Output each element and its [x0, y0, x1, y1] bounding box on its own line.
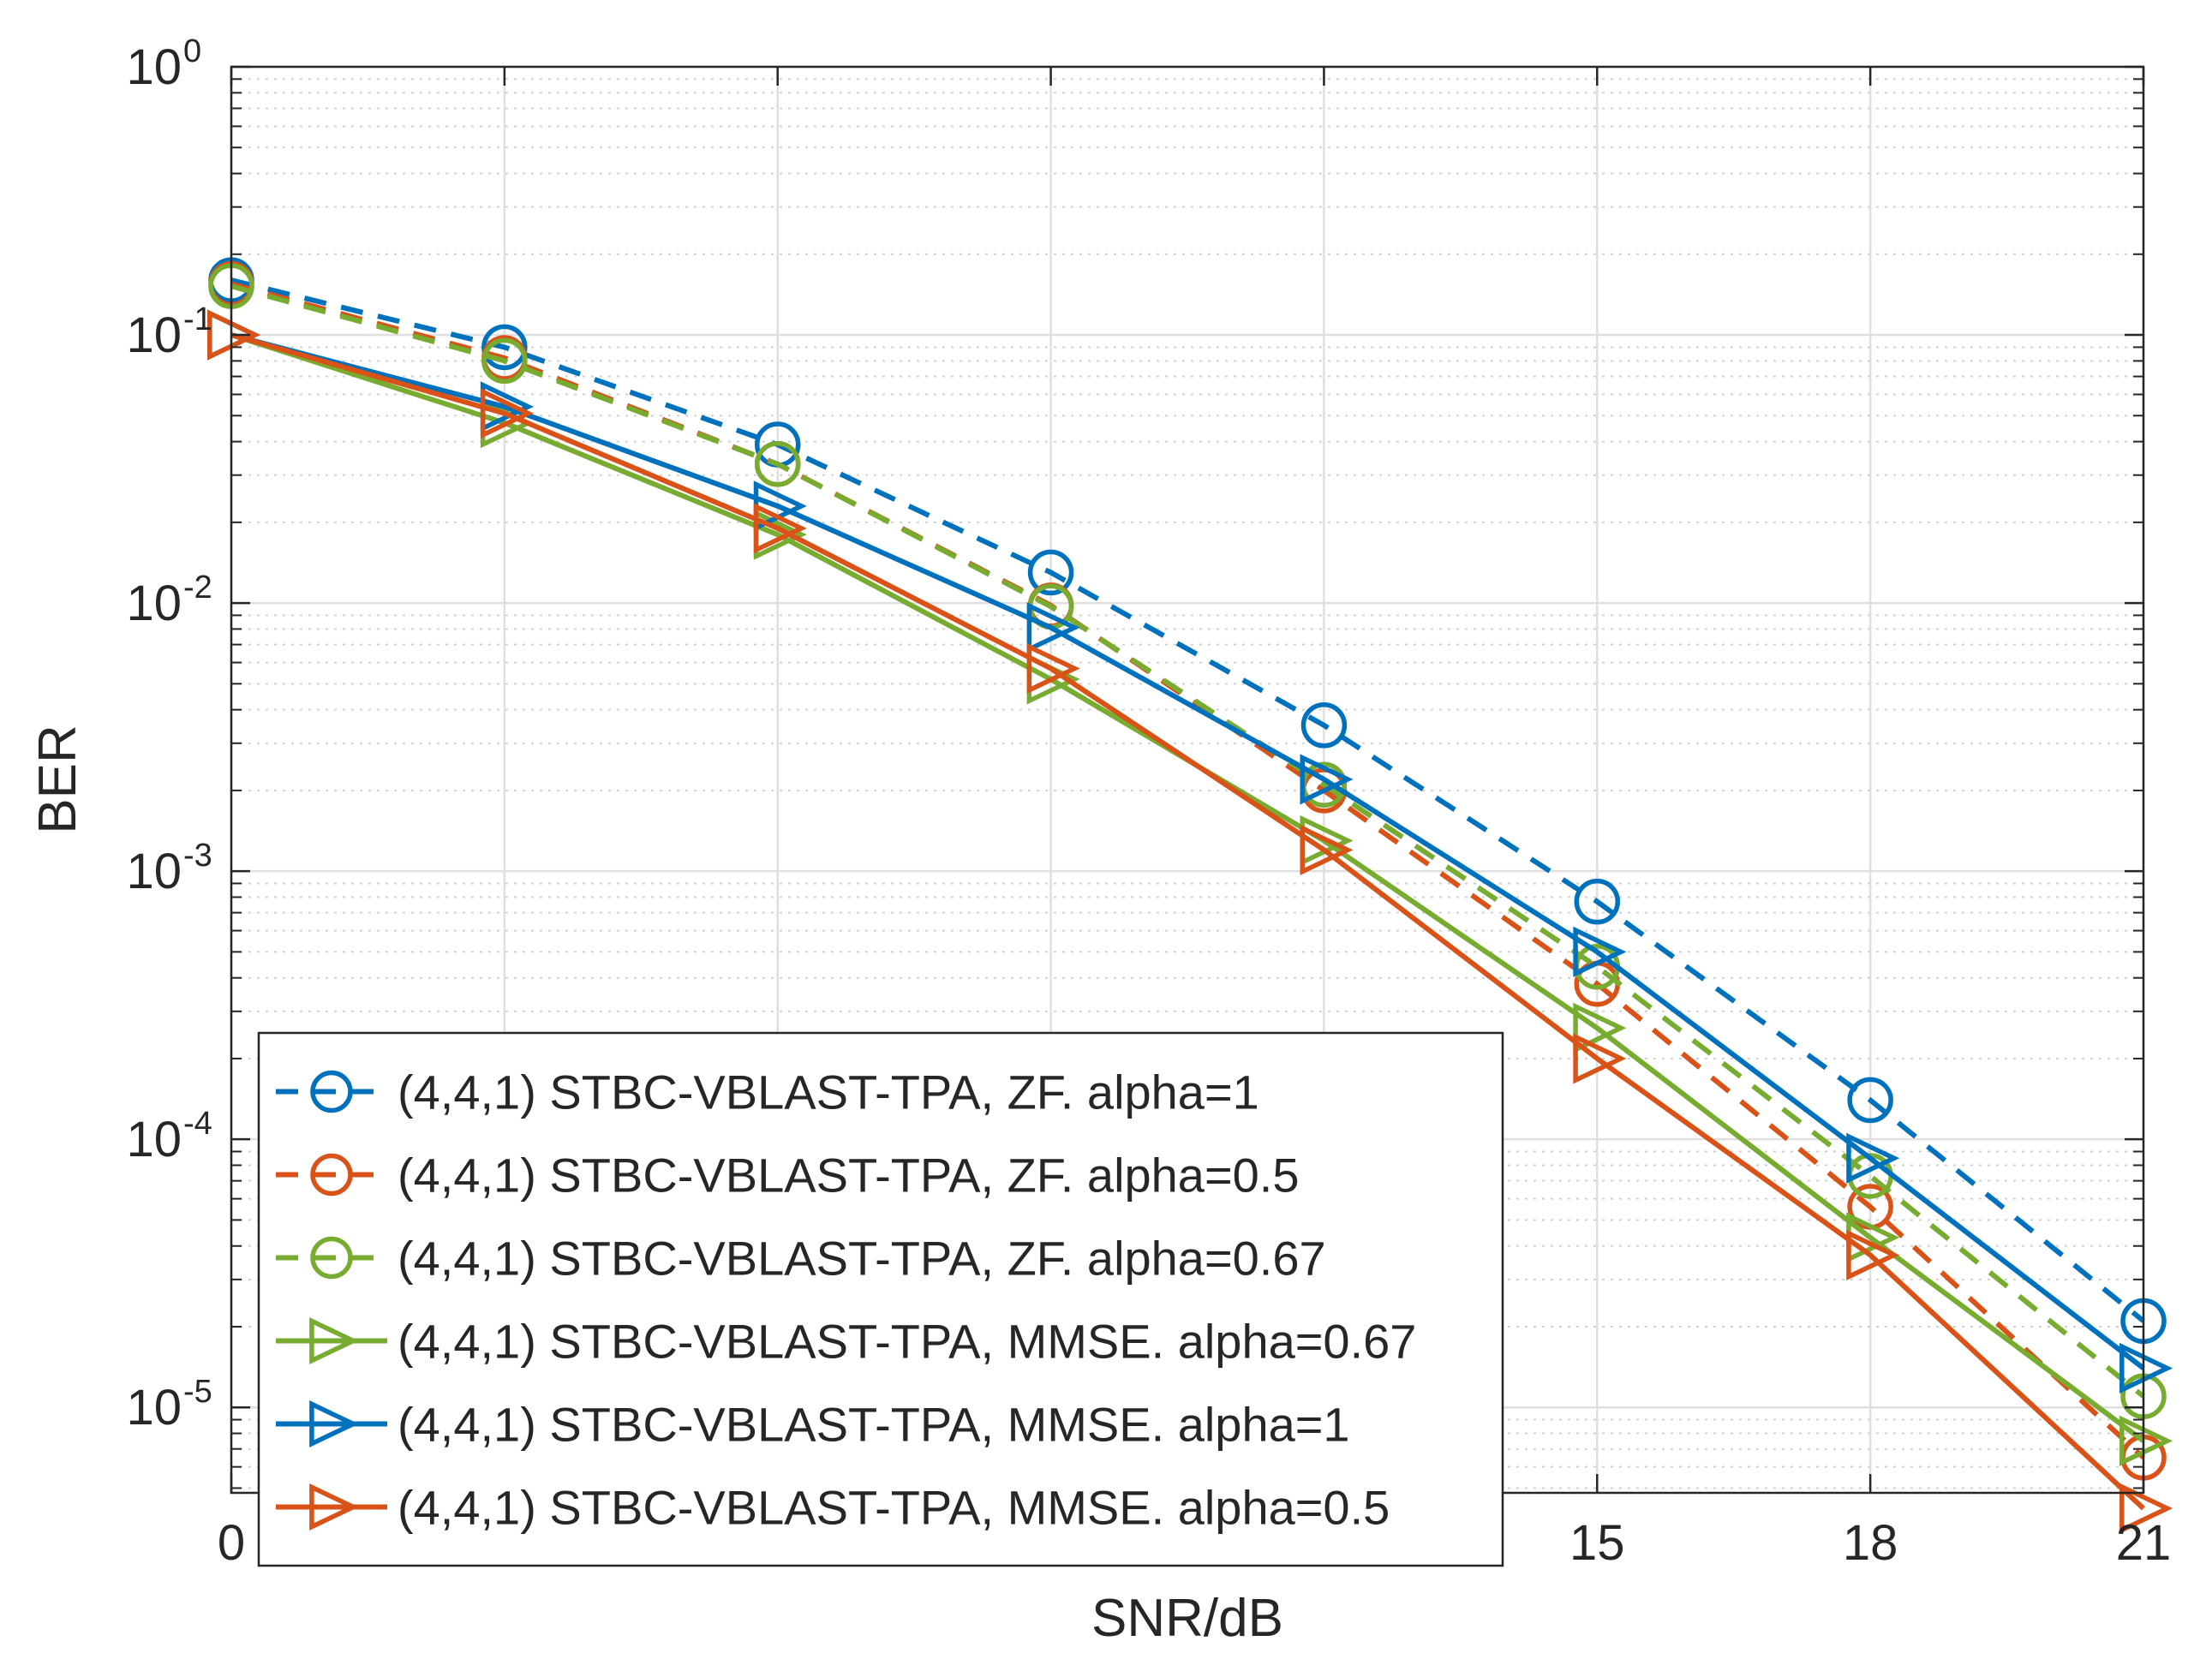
- series-line: [230, 332, 2146, 1511]
- legend-label: (4,4,1) STBC-VBLAST-TPA, ZF. alpha=0.5: [398, 1149, 1300, 1203]
- x-tick-label: 15: [1569, 1515, 1625, 1571]
- y-tick-exponent: -2: [183, 570, 212, 606]
- legend-box: [257, 1031, 1504, 1567]
- data-point-circle-marker: [310, 1153, 353, 1197]
- data-point-triangle-marker: [2119, 1415, 2173, 1466]
- data-point-circle-marker: [310, 1070, 353, 1113]
- data-point-circle-marker: [481, 324, 528, 371]
- data-point-triangle-marker: [1300, 754, 1354, 805]
- data-point-triangle-marker: [1846, 1132, 1900, 1184]
- legend-entry: (4,4,1) STBC-VBLAST-TPA, ZF. alpha=0.5: [276, 1149, 1300, 1203]
- data-point-triangle-marker: [2119, 1342, 2173, 1394]
- y-tick-label: 10: [126, 39, 182, 95]
- data-point-triangle-marker: [1573, 1002, 1627, 1053]
- data-point-triangle-marker: [480, 388, 534, 439]
- y-tick-label: 10: [126, 844, 182, 899]
- legend-label: (4,4,1) STBC-VBLAST-TPA, MMSE. alpha=0.5: [398, 1481, 1390, 1535]
- series-line: [230, 332, 2145, 1370]
- data-point-triangle-marker: [2119, 1483, 2173, 1534]
- data-point-triangle-marker: [1026, 642, 1080, 695]
- data-point-triangle-marker: [207, 309, 261, 361]
- data-point-triangle-marker: [1300, 824, 1354, 875]
- y-axis-title: BER: [28, 725, 87, 833]
- x-tick-label: 21: [2116, 1515, 2172, 1571]
- y-tick-exponent: -3: [183, 838, 212, 874]
- legend-label: (4,4,1) STBC-VBLAST-TPA, ZF. alpha=1: [398, 1065, 1259, 1119]
- legend-label: (4,4,1) STBC-VBLAST-TPA, ZF. alpha=0.67: [398, 1232, 1326, 1286]
- data-point-circle-marker: [754, 441, 801, 487]
- data-point-triangle-marker: [753, 503, 807, 554]
- legend-entry: (4,4,1) STBC-VBLAST-TPA, MMSE. alpha=0.5: [276, 1481, 1390, 1535]
- series-layer: [207, 257, 2173, 1534]
- data-point-triangle-marker: [1846, 1229, 1900, 1280]
- legend-entry: (4,4,1) STBC-VBLAST-TPA, MMSE. alpha=0.6…: [276, 1315, 1416, 1369]
- series-line: [230, 283, 2145, 1399]
- data-point-circle-marker: [1027, 549, 1074, 596]
- data-point-triangle-marker: [309, 1400, 359, 1447]
- data-point-circle-marker: [1300, 702, 1348, 749]
- y-tick-exponent: -5: [183, 1374, 212, 1410]
- data-point-triangle-marker: [309, 1317, 359, 1364]
- data-point-triangle-marker: [309, 1483, 359, 1531]
- legend-entry: (4,4,1) STBC-VBLAST-TPA, MMSE. alpha=1: [276, 1398, 1350, 1452]
- data-point-circle-marker: [1847, 1077, 1893, 1124]
- data-point-triangle-marker: [1026, 602, 1080, 653]
- data-point-circle-marker: [481, 337, 528, 385]
- x-tick-label: 0: [218, 1515, 245, 1571]
- x-axis-title: SNR/dB: [1091, 1589, 1283, 1648]
- y-tick-exponent: -4: [183, 1106, 212, 1142]
- legend: (4,4,1) STBC-VBLAST-TPA, ZF. alpha=1 (4,4…: [257, 1031, 1504, 1567]
- data-point-triangle-marker: [1573, 1033, 1627, 1084]
- legend-label: (4,4,1) STBC-VBLAST-TPA, MMSE. alpha=1: [398, 1398, 1350, 1452]
- legend-entry: (4,4,1) STBC-VBLAST-TPA, ZF. alpha=0.67: [276, 1232, 1326, 1286]
- data-point-circle-marker: [1574, 878, 1621, 925]
- y-tick-exponent: 0: [183, 33, 201, 69]
- x-tick-label: 18: [1843, 1515, 1898, 1571]
- data-point-triangle-marker: [1573, 926, 1627, 977]
- y-tick-label: 10: [126, 307, 182, 363]
- y-tick-label: 10: [126, 1380, 182, 1435]
- data-point-circle-marker: [310, 1236, 353, 1280]
- legend-entry: (4,4,1) STBC-VBLAST-TPA, ZF. alpha=1: [276, 1065, 1259, 1119]
- y-tick-label: 10: [126, 1112, 182, 1167]
- legend-label: (4,4,1) STBC-VBLAST-TPA, MMSE. alpha=0.6…: [398, 1315, 1416, 1369]
- series-line: [230, 278, 2145, 1323]
- series-6: [207, 309, 2173, 1534]
- y-tick-exponent: -1: [183, 301, 212, 337]
- y-tick-label: 10: [126, 576, 182, 631]
